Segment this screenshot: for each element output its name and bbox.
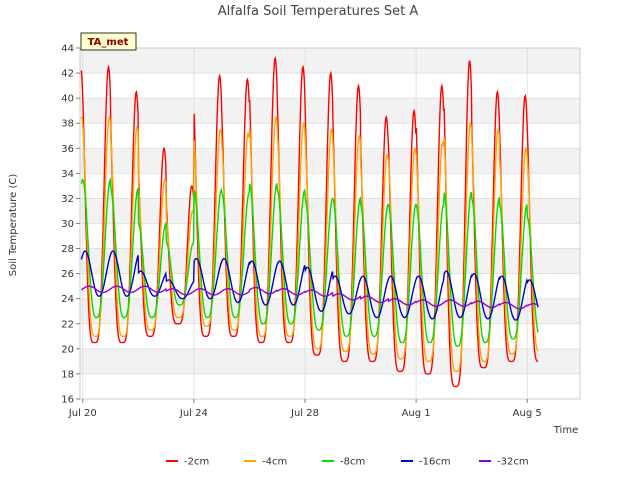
legend: -2cm -4cm -8cm -16cm -32cm bbox=[166, 457, 529, 468]
series-lines bbox=[80, 55, 539, 388]
y-tick-label: 36 bbox=[61, 144, 74, 155]
y-axis-label: Soil Temperature (C) bbox=[8, 174, 19, 277]
y-tick-label: 34 bbox=[61, 169, 74, 180]
y-tick-label: 32 bbox=[61, 194, 74, 205]
y-tick-label: 16 bbox=[61, 395, 74, 406]
y-tick-label: 30 bbox=[61, 219, 74, 230]
x-axis-ticks: Jul 20 Jul 24 Jul 28 Aug 1 Aug 5 bbox=[68, 399, 542, 419]
background-band bbox=[80, 48, 580, 74]
series-line-16cm bbox=[80, 250, 539, 321]
site-label: TA_met bbox=[88, 37, 129, 48]
y-tick-label: 38 bbox=[61, 119, 74, 130]
x-tick-label: Jul 20 bbox=[68, 408, 97, 419]
series-line-32cm bbox=[80, 285, 539, 310]
chart-title: Alfalfa Soil Temperatures Set A bbox=[218, 4, 419, 19]
legend-label: -2cm bbox=[184, 457, 209, 468]
x-tick-label: Aug 1 bbox=[402, 408, 431, 419]
background-band bbox=[80, 248, 580, 274]
y-tick-label: 28 bbox=[61, 244, 74, 255]
background-band bbox=[80, 298, 580, 324]
x-axis-label: Time bbox=[553, 425, 578, 436]
background-band bbox=[80, 348, 580, 374]
legend-label: -16cm bbox=[419, 457, 451, 468]
y-tick-label: 24 bbox=[61, 294, 74, 305]
legend-label: -4cm bbox=[262, 457, 287, 468]
series-line-8cm bbox=[80, 177, 539, 347]
y-tick-label: 40 bbox=[61, 94, 74, 105]
grid-lines bbox=[79, 47, 581, 400]
legend-label: -32cm bbox=[497, 457, 529, 468]
y-tick-label: 20 bbox=[61, 344, 74, 355]
y-tick-label: 44 bbox=[61, 44, 74, 55]
y-tick-label: 18 bbox=[61, 369, 74, 380]
background-band bbox=[80, 98, 580, 124]
y-tick-label: 26 bbox=[61, 269, 74, 280]
site-label-box: TA_met bbox=[80, 32, 137, 51]
x-tick-label: Jul 24 bbox=[179, 408, 208, 419]
y-tick-label: 42 bbox=[61, 69, 74, 80]
legend-label: -8cm bbox=[340, 457, 365, 468]
x-tick-label: Aug 5 bbox=[513, 408, 542, 419]
y-tick-label: 22 bbox=[61, 319, 74, 330]
x-tick-label: Jul 28 bbox=[290, 408, 319, 419]
y-axis-ticks: 16 18 20 22 24 26 28 30 32 34 36 38 40 42 44 bbox=[61, 44, 80, 406]
